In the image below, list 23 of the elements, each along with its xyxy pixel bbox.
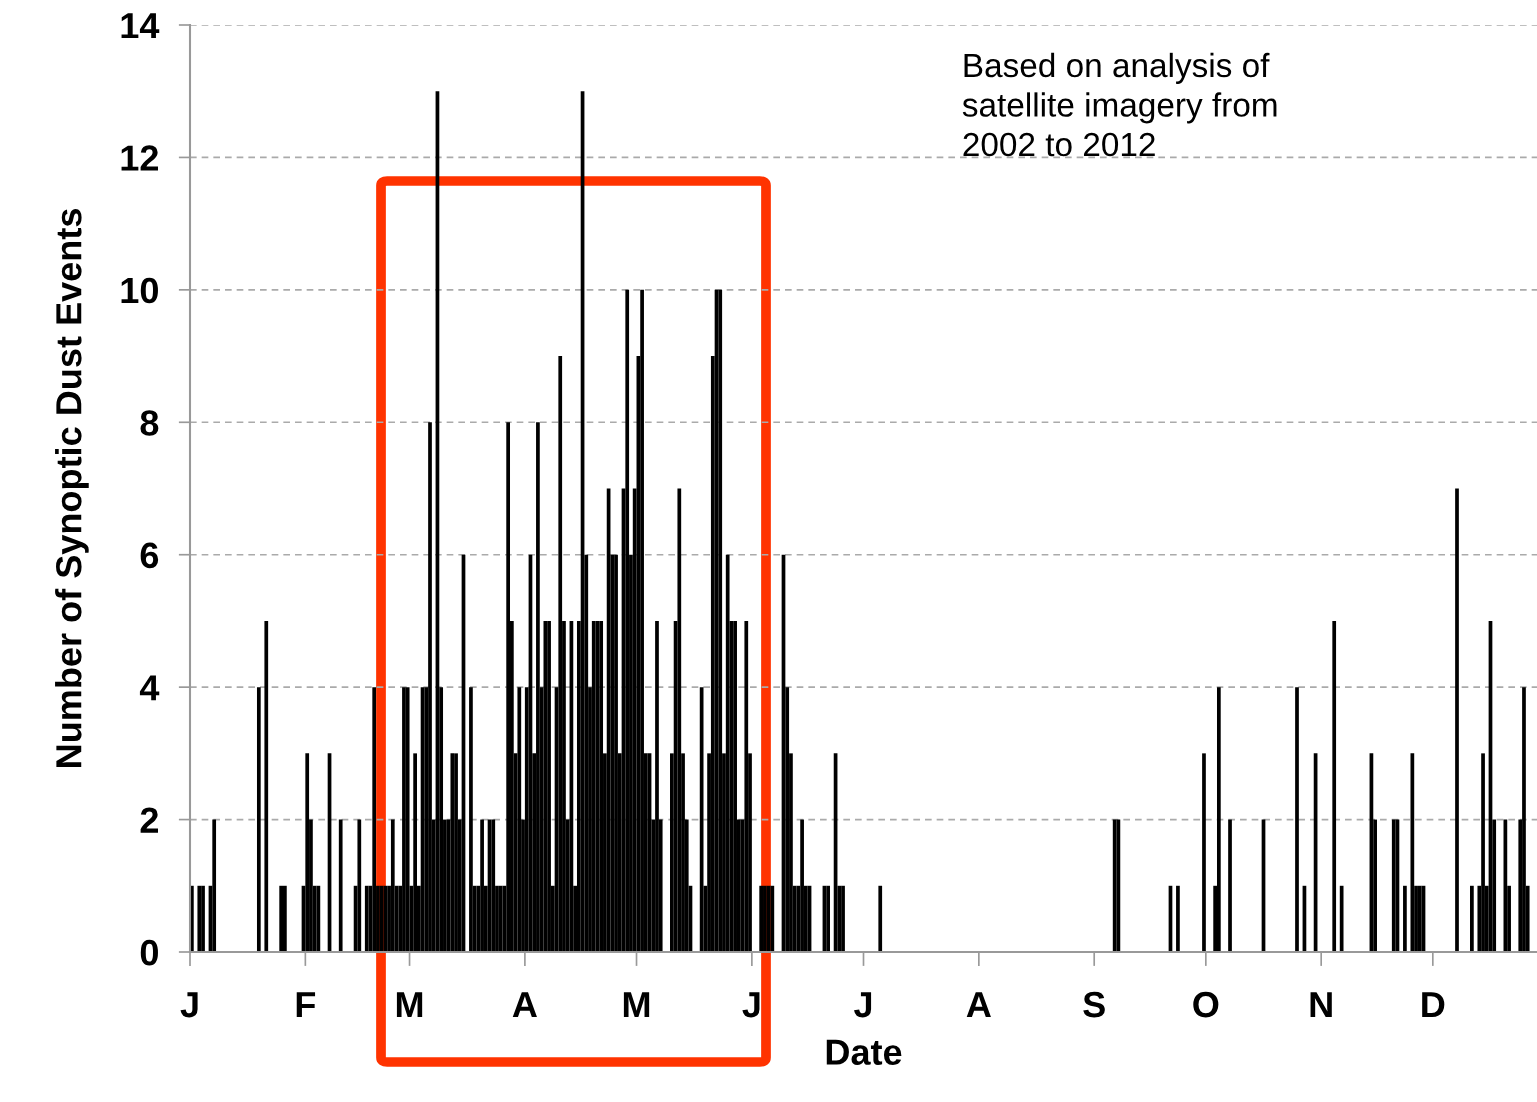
y-axis-title: Number of Synoptic Dust Events (55, 209, 89, 767)
x-tick-label: S (1083, 991, 1105, 1018)
x-axis-title: Date (826, 1039, 902, 1065)
y-tick-label: 14 (121, 13, 160, 39)
y-tick-label: 2 (140, 807, 158, 833)
x-tick-label: J (180, 992, 198, 1018)
y-tick-label: 0 (140, 939, 158, 966)
x-tick-label: M (623, 992, 650, 1018)
x-tick-label: D (1422, 992, 1445, 1018)
x-tick-label: J (742, 992, 760, 1018)
y-tick-label: 6 (140, 542, 159, 569)
y-tick-label: 12 (121, 145, 158, 171)
x-tick-label: N (1310, 992, 1332, 1018)
annotation: Based on analysis of satellite imagery from 2002 to 2012 (962, 52, 1277, 157)
x-tick-label: O (1193, 991, 1219, 1018)
x-tick-label: A (966, 992, 991, 1018)
y-tick-label: 4 (139, 675, 160, 701)
x-tick-label: F (296, 992, 316, 1018)
x-tick-label: J (854, 992, 872, 1018)
x-tick-label: M (396, 992, 423, 1018)
x-tick-label: A (512, 992, 537, 1018)
y-tick-label: 8 (140, 410, 159, 436)
y-tick-label: 10 (121, 277, 158, 304)
